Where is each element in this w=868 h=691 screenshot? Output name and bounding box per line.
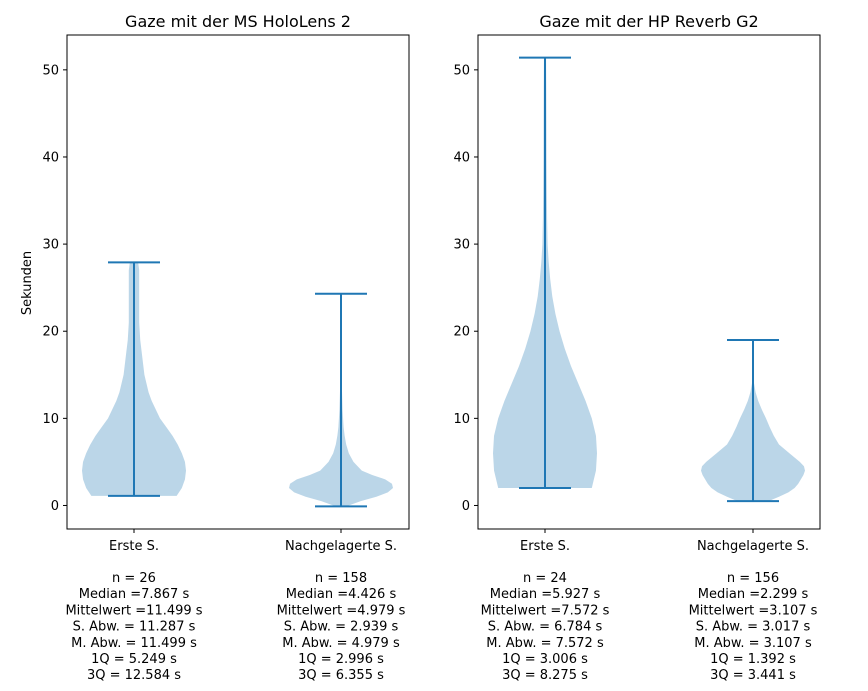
y-tick-label: 10 [42, 412, 59, 427]
stat-line: 1Q = 5.249 s [91, 652, 177, 667]
stat-line: 1Q = 2.996 s [298, 652, 384, 667]
stat-line: 3Q = 12.584 s [87, 668, 181, 683]
stat-line: Mittelwert =11.499 s [65, 603, 202, 618]
y-tick-label: 0 [51, 499, 59, 514]
y-tick-label: 0 [462, 499, 470, 514]
stat-line: n = 156 [727, 571, 779, 586]
stat-line: S. Abw. = 3.017 s [696, 620, 811, 635]
y-tick-label: 40 [42, 150, 59, 165]
stat-line: 1Q = 3.006 s [502, 652, 588, 667]
stat-line: 3Q = 6.355 s [298, 668, 384, 683]
stat-line: S. Abw. = 6.784 s [488, 620, 603, 635]
stat-line: M. Abw. = 3.107 s [694, 636, 812, 651]
y-tick-label: 50 [42, 63, 59, 78]
y-axis-label: Sekunden [20, 251, 35, 315]
stat-line: n = 24 [523, 571, 567, 586]
stat-line: Median =2.299 s [698, 587, 809, 602]
y-tick-label: 30 [453, 238, 470, 253]
stat-line: M. Abw. = 7.572 s [486, 636, 604, 651]
stat-line: Median =7.867 s [79, 587, 190, 602]
stat-line: Mittelwert =4.979 s [277, 603, 406, 618]
stat-line: Median =5.927 s [490, 587, 601, 602]
y-tick-label: 10 [453, 412, 470, 427]
stat-line: M. Abw. = 11.499 s [71, 636, 197, 651]
stat-line: S. Abw. = 11.287 s [73, 620, 196, 635]
axes-frame [477, 34, 821, 530]
panel-hololens: Gaze mit der MS HoloLens 2 0 10 20 30 40 50 Ers… [42, 12, 410, 683]
chart-title: Gaze mit der HP Reverb G2 [539, 12, 758, 31]
stat-line: Mittelwert =7.572 s [481, 603, 610, 618]
panel-reverb: Gaze mit der HP Reverb G2 0 10 20 30 40 50 Erst… [453, 12, 821, 683]
y-tick-label: 30 [42, 238, 59, 253]
x-tick-label: Nachgelagerte S. [285, 539, 397, 554]
axes-frame [66, 34, 410, 530]
stat-line: 3Q = 3.441 s [710, 668, 796, 683]
y-tick-label: 20 [453, 325, 470, 340]
stat-line: Mittelwert =3.107 s [689, 603, 818, 618]
stat-line: S. Abw. = 2.939 s [284, 620, 399, 635]
stat-line: M. Abw. = 4.979 s [282, 636, 400, 651]
x-tick-label: Nachgelagerte S. [697, 539, 809, 554]
x-tick-label: Erste S. [520, 539, 570, 554]
x-tick-label: Erste S. [109, 539, 159, 554]
stat-line: Median =4.426 s [286, 587, 397, 602]
stat-line: 1Q = 1.392 s [710, 652, 796, 667]
stat-line: 3Q = 8.275 s [502, 668, 588, 683]
chart-title: Gaze mit der MS HoloLens 2 [125, 12, 351, 31]
y-tick-label: 40 [453, 150, 470, 165]
y-tick-label: 20 [42, 325, 59, 340]
stat-line: n = 158 [315, 571, 367, 586]
y-tick-label: 50 [453, 63, 470, 78]
stat-line: n = 26 [112, 571, 156, 586]
